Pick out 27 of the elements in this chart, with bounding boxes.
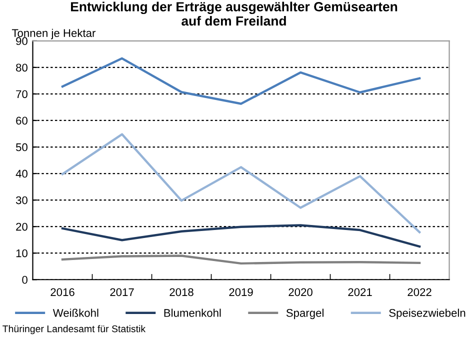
y-tick-label: 20 <box>16 222 28 231</box>
line-series <box>61 224 421 248</box>
y-tick-label: 90 <box>16 37 28 46</box>
y-tick-label: 10 <box>16 249 28 258</box>
chart-title: Entwicklung der Erträge ausgewählter Gemüsearten auf dem Freiland <box>71 2 398 26</box>
x-tick-label: 2022 <box>408 288 432 296</box>
y-tick-label: 60 <box>16 116 28 125</box>
y-tick-label: 50 <box>16 143 28 152</box>
line-series <box>61 254 421 265</box>
x-tick-label: 2017 <box>110 288 134 296</box>
x-tick-label: 2016 <box>50 288 74 296</box>
y-tick-label: 0 <box>22 276 28 284</box>
line-series <box>61 133 421 234</box>
x-tick-label: 2018 <box>170 288 194 296</box>
legend-label: Speisezwiebeln <box>389 308 466 320</box>
legend-label: Blumenkohl <box>164 308 221 317</box>
y-tick-label: 40 <box>16 170 28 178</box>
legend-label: Spargel <box>286 308 324 320</box>
x-tick-label: 2020 <box>288 288 312 296</box>
legend-label: Weißkohl <box>52 308 98 317</box>
x-tick-label: 2021 <box>348 288 372 296</box>
y-tick-label: 80 <box>16 64 28 72</box>
line-series <box>61 57 421 105</box>
y-tick-label: 70 <box>16 90 28 98</box>
text: Thüringer Landesamt für Statistik <box>2 325 146 334</box>
x-tick-label: 2019 <box>229 288 253 296</box>
y-tick-label: 30 <box>16 196 28 204</box>
